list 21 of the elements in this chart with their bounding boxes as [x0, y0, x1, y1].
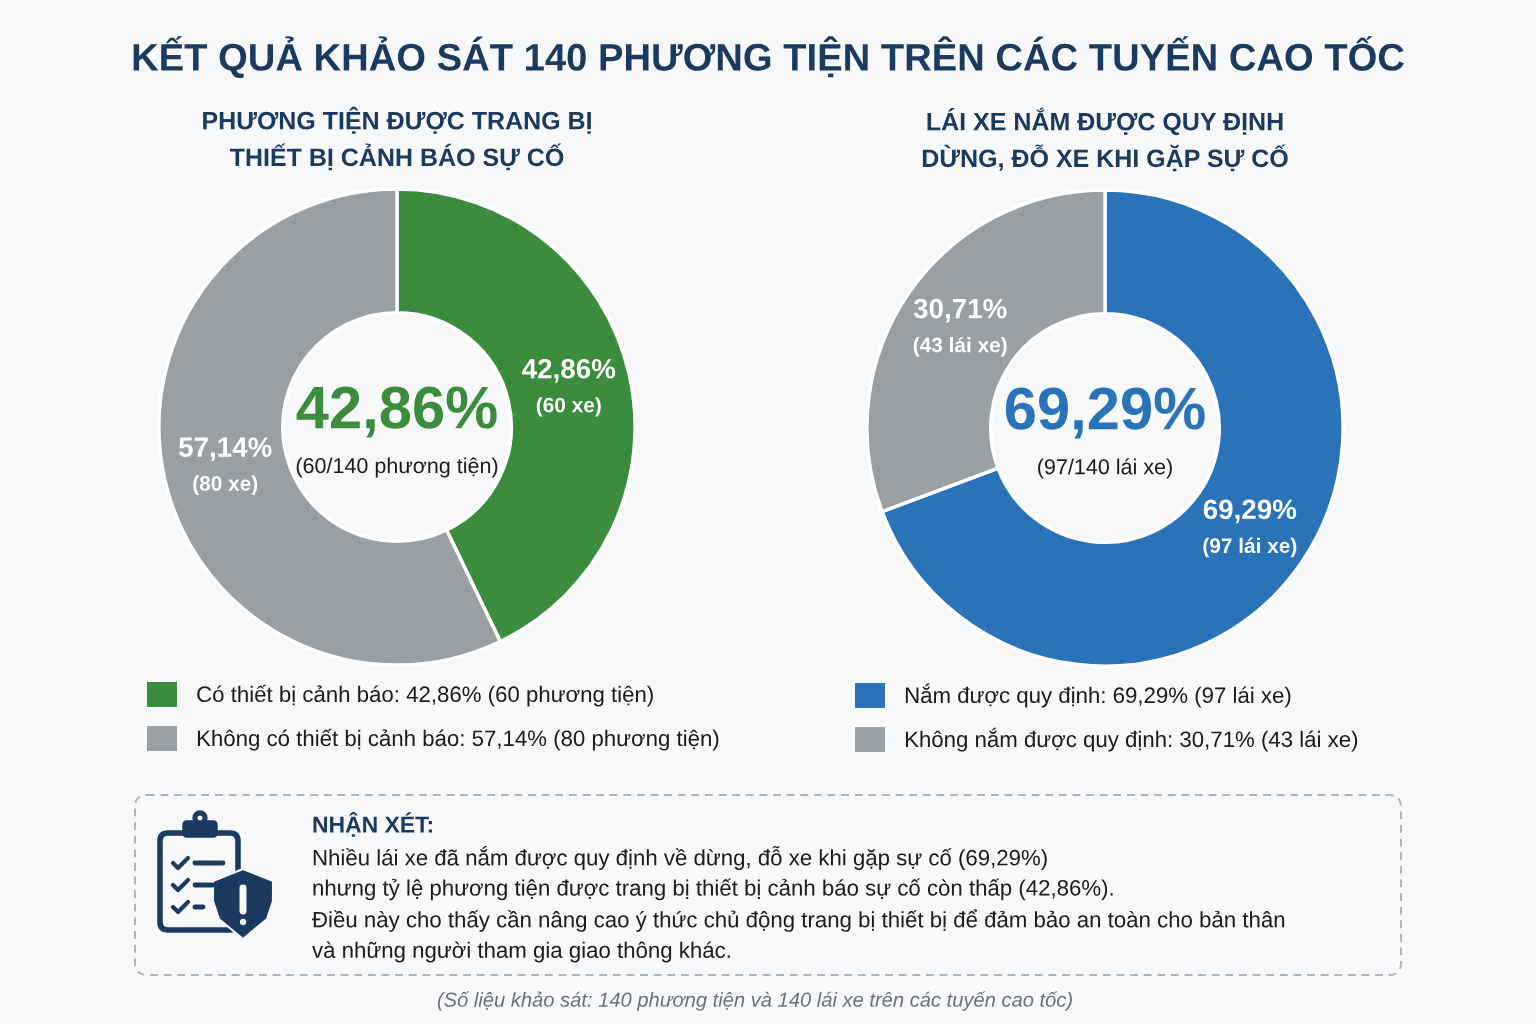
text: và những người tham gia giao thông khác. — [312, 941, 730, 963]
chart-title: PHƯƠNG TIỆN ĐƯỢC TRANG BỊ THIẾT BỊ CẢNH BÁO SỰ CỐ — [203, 106, 591, 171]
text: (Số liệu khảo sát: 140 phương tiện và 140 lái xe trên các tuyến cao tốc) — [437, 991, 1072, 1011]
chart-title: LÁI XE NẮM ĐƯỢC QUY ĐỊNH DỪNG, ĐỖ XE KHI GẶP SỰ CỐ — [922, 107, 1288, 172]
text: 42,86% — [296, 386, 497, 438]
legend-label: Không có thiết bị cảnh báo: 57,14% (80 phương tiện) — [197, 728, 719, 751]
data-label: 42,86% (60 xe) — [522, 358, 616, 417]
data-label: 69,29% (97 lái xe) — [1203, 499, 1297, 558]
text: Điều này cho thấy cần nâng cao ý thức chủ động trang bị thiết bị để đảm bảo an toàn cho bản thân — [312, 909, 1285, 932]
text: (97/140 lái xe) — [1038, 458, 1172, 479]
text: (60/140 phương tiện) — [296, 457, 498, 478]
text: Nhiều lái xe đã nắm được quy định về dừng, đỗ xe khi gặp sự cố (69,29%) — [313, 846, 1047, 870]
legend-label: Nắm được quy định: 69,29% (97 lái xe) — [905, 683, 1291, 708]
data-label: 57,14% (80 xe) — [178, 437, 272, 495]
text: 69,29% — [1005, 387, 1205, 439]
data-label: 30,71% (43 lái xe) — [913, 298, 1007, 357]
legend-label: Có thiết bị cảnh báo: 42,86% (60 phương tiện) — [197, 684, 653, 707]
text: nhưng tỷ lệ phương tiện được trang bị thiết bị cảnh báo sự cố còn thấp (42,86%). — [313, 878, 1113, 901]
legend-label: Không nắm được quy định: 30,71% (43 lái xe) — [905, 727, 1358, 752]
text: NHẬN XÉT: — [313, 812, 433, 837]
text: KẾT QUẢ KHẢO SÁT 140 PHƯƠNG TIỆN TRÊN CÁC TUYẾN CAO TỐC — [133, 36, 1404, 78]
